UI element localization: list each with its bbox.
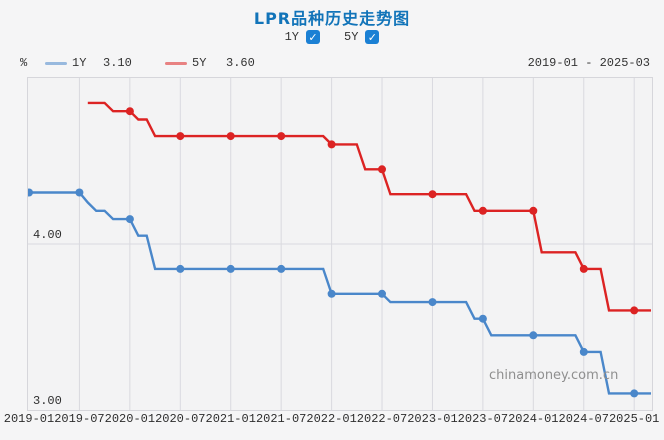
legend-line-5y-icon [165,62,187,65]
chart-plot-area[interactable]: chinamoney.com.cn [27,77,653,411]
data-point-5Y [277,132,286,141]
line-series-1Y [29,191,651,395]
legend-line-1y-icon [45,62,67,65]
x-tick-label: 2023-01 [407,412,458,426]
data-point-1Y [28,188,33,197]
data-point-1Y [478,314,487,323]
date-range-label: 2019-01 - 2025-03 [527,56,650,70]
line-series-5Y [87,101,651,312]
data-point-5Y [428,190,437,199]
x-tick-label: 2023-07 [457,412,509,426]
data-point-5Y [579,264,588,273]
x-tick-label: 2024-01 [508,412,559,426]
checkmark-icon: ✓ [308,30,318,44]
legend-value-5y: 3.60 [226,56,255,70]
x-tick-label: 2020-01 [104,412,156,426]
x-tick-label: 2020-07 [155,412,206,426]
data-point-1Y [176,264,185,273]
page-title: LPR品种历史走势图 [253,9,411,28]
x-tick-label: 2025-01 [608,412,660,426]
x-tick-label: 2022-01 [306,412,357,426]
toggle-label-1y: 1Y [284,30,299,44]
data-point-5Y [378,165,386,174]
data-point-5Y [327,140,336,149]
data-point-5Y [226,132,235,141]
y-tick-label: 4.00 [33,228,62,242]
legend-value-1y: 3.10 [103,56,132,70]
data-point-1Y [579,347,588,356]
toggle-checkbox-5y[interactable]: ✓ [365,30,380,44]
data-point-1Y [630,389,639,398]
y-axis-unit: % [20,56,28,70]
data-point-5Y [125,107,134,116]
x-axis-labels: 2019-01 2019-07 2020-01 2020-07 2021-01 2021-… [0,412,664,428]
x-tick-label: 2021-01 [205,412,256,426]
legend-row: % 1Y 3.10 5Y 3.60 2019-01 - 2025-03 [0,55,664,71]
data-point-5Y [529,206,538,215]
data-point-1Y [428,298,437,307]
data-point-1Y [75,188,84,197]
toggle-checkbox-1y[interactable]: ✓ [306,30,320,44]
y-tick-label: 3.00 [33,394,62,408]
data-point-1Y [125,215,134,224]
x-tick-label: 2019-07 [54,412,105,426]
data-point-1Y [277,264,286,273]
x-tick-label: 2021-07 [255,412,307,426]
legend-name-5y: 5Y [192,56,207,70]
toggle-label-5y: 5Y [344,30,359,44]
checkmark-icon: ✓ [367,30,378,44]
series-toggle-row: 1Y ✓ 5Y ✓ [0,28,664,46]
data-point-5Y [630,306,639,315]
data-point-1Y [327,289,336,298]
data-point-5Y [176,132,185,141]
x-tick-label: 2019-01 [3,412,55,426]
data-point-1Y [226,264,235,273]
lpr-line-chart[interactable] [28,78,652,410]
data-point-5Y [478,206,487,215]
data-point-1Y [378,289,386,298]
x-tick-label: 2022-07 [356,412,408,426]
legend-name-1y: 1Y [72,56,87,70]
data-point-1Y [529,331,538,340]
watermark: chinamoney.com.cn [489,368,619,383]
x-tick-label: 2024-07 [558,412,609,426]
